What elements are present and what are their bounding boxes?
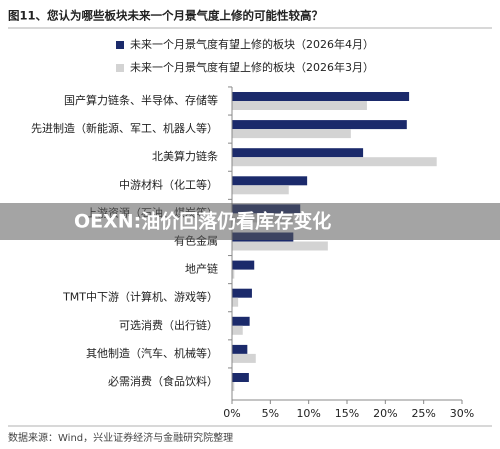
banner [0,203,500,240]
y-tick-label: 国产算力链条、半导体、存储等 [64,93,218,107]
bar [232,129,351,139]
source: 数据来源：Wind，兴业证券经济与金融研究院整理 [8,431,233,444]
y-tick-label: 必需消费（食品饮料） [108,374,218,388]
bar [232,297,239,307]
bar [232,382,235,391]
x-tick-label: 25% [411,407,435,420]
banner-text: OEXN:油价回落仍看库存变化 [74,210,331,233]
legend-label: 未来一个月景气度有望上修的板块（2026年3月） [130,60,374,74]
bar [232,353,256,363]
y-tick-label: 其他制造（汽车、机械等） [86,346,218,360]
bar [232,101,367,110]
bar [232,373,249,382]
y-tick-label: 可选消费（出行链） [119,318,218,332]
bar [232,260,255,270]
y-tick-label: 地产链 [185,262,218,276]
bar [232,316,250,326]
x-tick-label: 20% [373,407,397,420]
legend-swatch [116,64,124,72]
y-tick-label: 北美算力链条 [152,149,218,163]
chart-title: 图11、您认为哪些板块未来一个月景气度上修的可能性较高？ [8,9,323,23]
x-tick-label: 10% [296,407,320,420]
x-tick-label: 5% [262,407,279,420]
bar [232,185,289,195]
bar [232,92,410,101]
y-tick-label: TMT中下游（计算机、游戏等） [62,290,218,304]
bar [232,120,407,130]
bar [232,344,248,354]
y-tick-label: 中游材料（化工等） [119,177,218,191]
bar [232,288,252,298]
bar [232,148,364,158]
bar [232,325,243,335]
bar [232,269,235,279]
bar [232,241,328,251]
legend-label: 未来一个月景气度有望上修的板块（2026年4月） [130,37,374,51]
bar [232,176,308,186]
y-tick-label: 先进制造（新能源、军工、机器人等） [31,121,218,135]
x-tick-label: 30% [450,407,474,420]
legend-swatch [116,41,124,49]
x-tick-label: 0% [223,407,240,420]
bar [232,157,437,167]
x-tick-label: 15% [335,407,359,420]
